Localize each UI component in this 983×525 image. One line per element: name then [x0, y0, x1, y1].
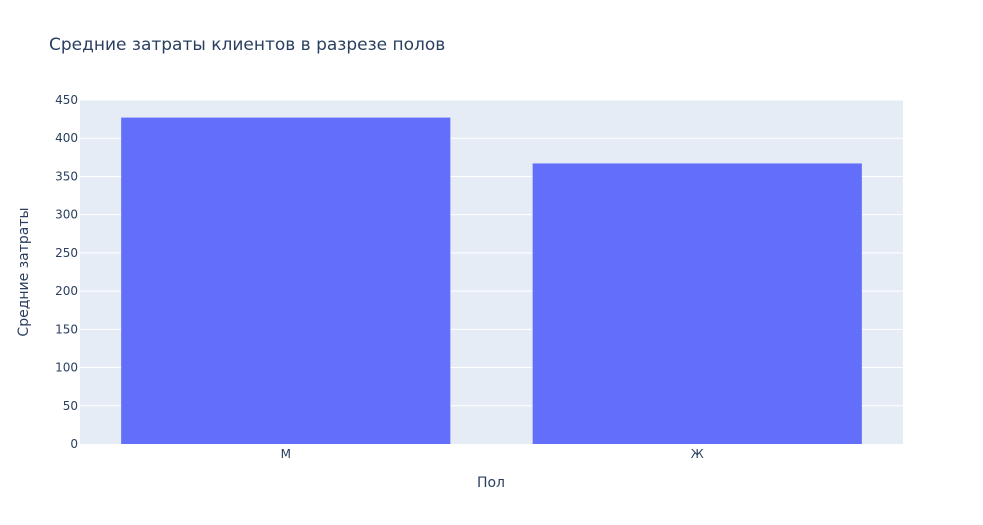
x-tick-label: М	[281, 447, 291, 461]
y-tick-label: 50	[63, 399, 78, 413]
chart-title: Средние затраты клиентов в разрезе полов	[49, 35, 445, 55]
y-axis-title: Средние затраты	[16, 207, 32, 336]
y-tick-label: 100	[55, 361, 78, 375]
y-tick-label: 400	[55, 131, 78, 145]
y-tick-label: 0	[70, 437, 78, 451]
y-tick-label: 300	[55, 208, 78, 222]
x-axis-title: Пол	[477, 475, 505, 491]
y-tick-label: 250	[55, 246, 78, 260]
bar-2[interactable]	[532, 163, 862, 444]
y-tick-label: 200	[55, 284, 78, 298]
y-tick-label: 450	[55, 93, 78, 107]
bars	[121, 117, 862, 445]
x-tick-label: Ж	[691, 447, 704, 461]
bar-1[interactable]	[121, 117, 451, 445]
y-tick-label: 150	[55, 322, 78, 336]
y-tick-label: 350	[55, 169, 78, 183]
y-axis-ticks: 0 50 100 150 200 250 300 350 400 450	[55, 93, 78, 451]
